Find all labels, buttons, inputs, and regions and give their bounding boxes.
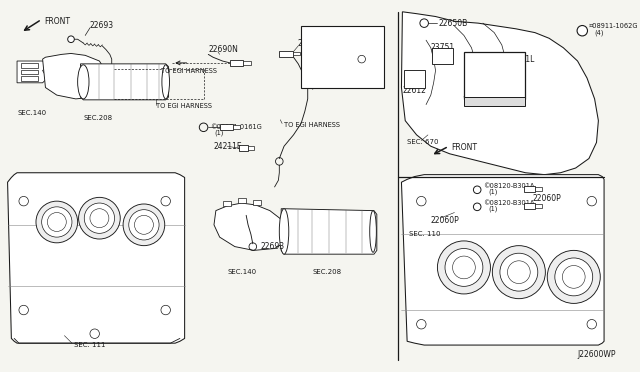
Text: 22652N (MT): 22652N (MT) [298, 39, 348, 48]
Ellipse shape [370, 211, 376, 252]
Text: 22690N: 22690N [322, 76, 352, 84]
Bar [243, 61, 251, 65]
Polygon shape [401, 174, 604, 345]
Circle shape [42, 207, 72, 237]
Text: ©08120-B301A: ©08120-B301A [483, 200, 534, 206]
Text: SEC. 670: SEC. 670 [407, 140, 438, 145]
Bar [248, 146, 253, 150]
Bar [21, 70, 38, 74]
Circle shape [445, 248, 483, 286]
Bar [220, 125, 233, 130]
Text: 22693: 22693 [90, 22, 114, 31]
Bar [223, 201, 231, 206]
Polygon shape [8, 173, 184, 343]
Text: 22612: 22612 [403, 86, 426, 95]
Circle shape [420, 19, 428, 28]
Text: FRONT: FRONT [452, 143, 477, 152]
Circle shape [547, 250, 600, 304]
Bar [253, 200, 261, 205]
Circle shape [129, 210, 159, 240]
Bar [535, 204, 541, 208]
Bar [292, 52, 300, 55]
Bar [432, 48, 452, 64]
Bar [535, 187, 541, 191]
Text: (24230MA): (24230MA) [303, 43, 345, 52]
Text: (1): (1) [214, 130, 223, 136]
Text: ©08111-0161G: ©08111-0161G [210, 124, 262, 130]
Text: 22060P: 22060P [431, 216, 460, 225]
Text: SEC.208: SEC.208 [83, 115, 113, 121]
Polygon shape [43, 54, 106, 99]
Text: J22600WP: J22600WP [577, 350, 616, 359]
Ellipse shape [77, 65, 89, 99]
Text: 2261L: 2261L [511, 55, 534, 64]
Circle shape [587, 320, 596, 329]
Polygon shape [81, 64, 168, 100]
Text: FRONT: FRONT [45, 17, 70, 26]
Bar [524, 186, 535, 192]
Bar [464, 97, 525, 106]
Bar [237, 198, 246, 203]
Circle shape [79, 198, 120, 239]
Text: ¤08911-1062G: ¤08911-1062G [589, 23, 639, 29]
Bar [524, 203, 535, 209]
Polygon shape [214, 203, 287, 250]
Circle shape [555, 258, 593, 296]
Text: N: N [577, 28, 582, 33]
Text: TO EGI HARNESS: TO EGI HARNESS [284, 122, 340, 128]
Ellipse shape [279, 209, 289, 254]
Bar [301, 26, 385, 87]
Text: 22650B: 22650B [438, 19, 468, 28]
Text: (4): (4) [595, 29, 604, 36]
Ellipse shape [162, 65, 170, 99]
Bar [279, 51, 292, 57]
Circle shape [577, 26, 588, 36]
Text: 23751: 23751 [431, 43, 455, 52]
Circle shape [474, 203, 481, 211]
Circle shape [500, 253, 538, 291]
Polygon shape [281, 209, 377, 254]
Bar [21, 63, 38, 68]
Circle shape [19, 196, 28, 206]
Bar [230, 60, 243, 66]
Text: TO EGI HARNESS: TO EGI HARNESS [156, 103, 212, 109]
Text: 22060P: 22060P [532, 194, 561, 203]
Text: SEC.140: SEC.140 [17, 110, 46, 116]
Polygon shape [401, 12, 598, 174]
Circle shape [90, 329, 99, 339]
Text: (1): (1) [488, 189, 498, 195]
Text: SEC. 110: SEC. 110 [409, 231, 440, 237]
Circle shape [492, 246, 545, 299]
Circle shape [437, 241, 490, 294]
Text: 24211E: 24211E [213, 142, 242, 151]
Text: 22693: 22693 [260, 242, 285, 251]
Text: (AT): (AT) [307, 28, 322, 37]
Circle shape [19, 305, 28, 315]
Text: 22690N: 22690N [208, 45, 238, 54]
Circle shape [417, 320, 426, 329]
Text: SEC. 240: SEC. 240 [305, 36, 339, 45]
Bar [404, 70, 425, 87]
Text: SEC.140: SEC.140 [227, 269, 257, 275]
Circle shape [36, 201, 77, 243]
Text: TO EGI HARNESS: TO EGI HARNESS [161, 68, 217, 74]
Text: SEC.208: SEC.208 [312, 269, 342, 275]
Circle shape [123, 204, 164, 246]
Circle shape [587, 196, 596, 206]
Bar [239, 145, 248, 151]
Circle shape [84, 203, 115, 233]
Bar [21, 76, 38, 81]
Polygon shape [17, 61, 45, 83]
Circle shape [417, 196, 426, 206]
Text: ©08120-B301A: ©08120-B301A [483, 183, 534, 189]
Text: SEC. 111: SEC. 111 [74, 342, 106, 348]
Circle shape [474, 186, 481, 193]
Circle shape [161, 305, 170, 315]
Circle shape [68, 36, 74, 42]
Text: (1): (1) [488, 205, 498, 212]
Bar [464, 52, 525, 99]
Circle shape [161, 196, 170, 206]
Bar [233, 125, 241, 129]
